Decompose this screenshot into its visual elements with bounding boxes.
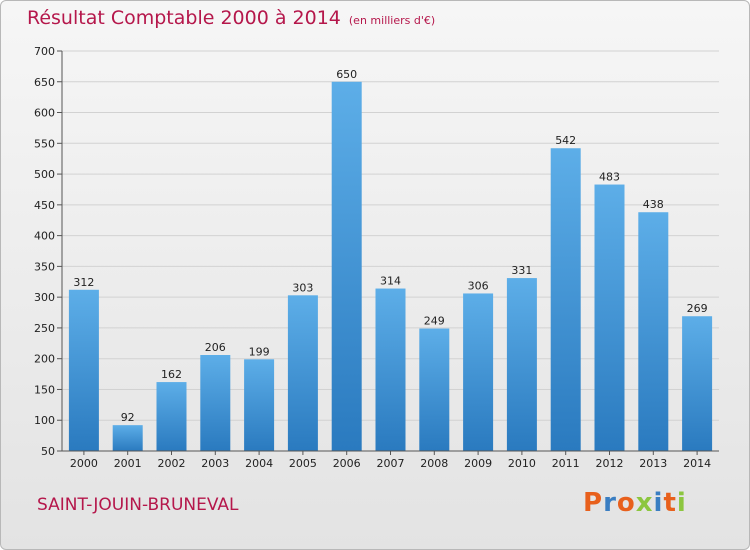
data-label-2012: 483 (599, 171, 620, 184)
y-tick-label: 300 (34, 291, 55, 304)
x-tick-label-2001: 2001 (114, 457, 142, 470)
bar-2012 (594, 184, 625, 452)
y-tick-label: 650 (34, 76, 55, 89)
bar-2002 (156, 382, 187, 451)
data-label-2003: 206 (205, 341, 226, 354)
data-label-2014: 269 (687, 302, 708, 315)
y-tick-label: 250 (34, 322, 55, 335)
bar-2003 (200, 355, 231, 451)
y-tick-label: 400 (34, 230, 55, 243)
x-tick-label-2003: 2003 (201, 457, 229, 470)
y-tick-label: 600 (34, 107, 55, 120)
y-tick-label: 150 (34, 383, 55, 396)
data-label-2000: 312 (73, 276, 94, 289)
x-tick-label-2006: 2006 (333, 457, 361, 470)
x-tick-label-2008: 2008 (420, 457, 448, 470)
y-tick-label: 450 (34, 199, 55, 212)
data-label-2008: 249 (424, 315, 445, 328)
y-tick-label: 700 (34, 45, 55, 58)
bar-2005 (287, 295, 318, 451)
bar-2000 (68, 289, 99, 451)
logo-letter: i (676, 488, 687, 518)
bar-2009 (463, 293, 494, 451)
bar-2010 (506, 278, 537, 451)
data-label-2002: 162 (161, 368, 182, 381)
data-label-2007: 314 (380, 275, 401, 288)
x-tick-label-2005: 2005 (289, 457, 317, 470)
x-tick-label-2007: 2007 (377, 457, 405, 470)
bars (68, 81, 713, 452)
x-tick-label-2009: 2009 (464, 457, 492, 470)
x-tick-label-2013: 2013 (639, 457, 667, 470)
labels: 50 100 150 200 250 300 350 400 450 500 550 600 650 70… (34, 45, 711, 470)
x-tick-label-2010: 2010 (508, 457, 536, 470)
logo-letter: r (603, 488, 617, 518)
data-label-2009: 306 (468, 279, 489, 292)
data-label-2010: 331 (511, 264, 532, 277)
data-label-2001: 92 (121, 411, 135, 424)
x-tick-label-2000: 2000 (70, 457, 98, 470)
y-tick-label: 200 (34, 353, 55, 366)
x-tick-label-2012: 2012 (596, 457, 624, 470)
bar-2011 (550, 148, 581, 451)
data-label-2011: 542 (555, 134, 576, 147)
chart-title: Résultat Comptable 2000 à 2014 (en millie… (27, 7, 435, 29)
y-tick-label: 50 (41, 445, 55, 458)
y-tick-label: 500 (34, 168, 55, 181)
bar-2001 (112, 425, 143, 451)
bar-2006 (331, 81, 362, 452)
bar-2007 (375, 288, 406, 451)
commune-name: SAINT-JOUIN-BRUNEVAL (37, 495, 239, 515)
logo-letter: P (583, 488, 604, 518)
x-tick-label-2014: 2014 (683, 457, 711, 470)
x-tick-label-2004: 2004 (245, 457, 273, 470)
y-tick-label: 100 (34, 414, 55, 427)
logo-letter: o (616, 488, 636, 518)
logo-letter: i (653, 488, 664, 518)
logo-letter: x (635, 488, 654, 518)
y-tick-label: 350 (34, 260, 55, 273)
logo-letter: t (663, 488, 677, 518)
data-label-2005: 303 (292, 281, 313, 294)
x-tick-label-2002: 2002 (158, 457, 186, 470)
y-tick-label: 550 (34, 137, 55, 150)
chart-subtitle: (en milliers d'€) (348, 14, 436, 27)
data-label-2006: 650 (336, 68, 357, 81)
data-label-2013: 438 (643, 198, 664, 211)
data-label-2004: 199 (249, 345, 270, 358)
bar-2013 (638, 212, 669, 451)
chart-title-text: Résultat Comptable 2000 à 2014 (27, 7, 341, 29)
axes (57, 50, 719, 455)
bar-2014 (682, 316, 713, 451)
proxiti-logo[interactable]: Proxiti (583, 488, 687, 518)
x-tick-label-2011: 2011 (552, 457, 580, 470)
bar-2008 (419, 328, 450, 451)
bar-2004 (244, 359, 275, 451)
